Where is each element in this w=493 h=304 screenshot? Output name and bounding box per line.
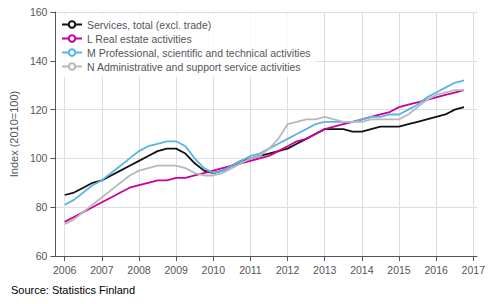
svg-text:Services, total (excl. trade): Services, total (excl. trade) xyxy=(87,19,211,31)
svg-text:2010: 2010 xyxy=(202,264,226,276)
svg-text:2015: 2015 xyxy=(387,264,411,276)
svg-text:140: 140 xyxy=(30,55,48,67)
svg-text:Source: Statistics Finland: Source: Statistics Finland xyxy=(11,284,135,296)
svg-text:2016: 2016 xyxy=(424,264,448,276)
svg-text:120: 120 xyxy=(30,104,48,116)
svg-text:N Administrative and support s: N Administrative and support service act… xyxy=(87,61,301,73)
svg-text:2007: 2007 xyxy=(90,264,114,276)
svg-text:2014: 2014 xyxy=(350,264,374,276)
svg-text:M Professional, scientific and: M Professional, scientific and technical… xyxy=(87,47,311,59)
svg-text:2013: 2013 xyxy=(313,264,337,276)
svg-text:60: 60 xyxy=(36,250,48,262)
svg-text:2006: 2006 xyxy=(53,264,77,276)
svg-text:2011: 2011 xyxy=(239,264,262,276)
svg-text:80: 80 xyxy=(36,201,48,213)
svg-text:2008: 2008 xyxy=(127,264,151,276)
svg-text:L Real estate activities: L Real estate activities xyxy=(87,33,192,45)
svg-text:Index (2010=100): Index (2010=100) xyxy=(8,91,20,178)
svg-text:2012: 2012 xyxy=(276,264,300,276)
svg-text:160: 160 xyxy=(30,6,48,18)
svg-text:100: 100 xyxy=(30,152,48,164)
svg-text:2009: 2009 xyxy=(164,264,188,276)
svg-text:2017: 2017 xyxy=(462,264,486,276)
